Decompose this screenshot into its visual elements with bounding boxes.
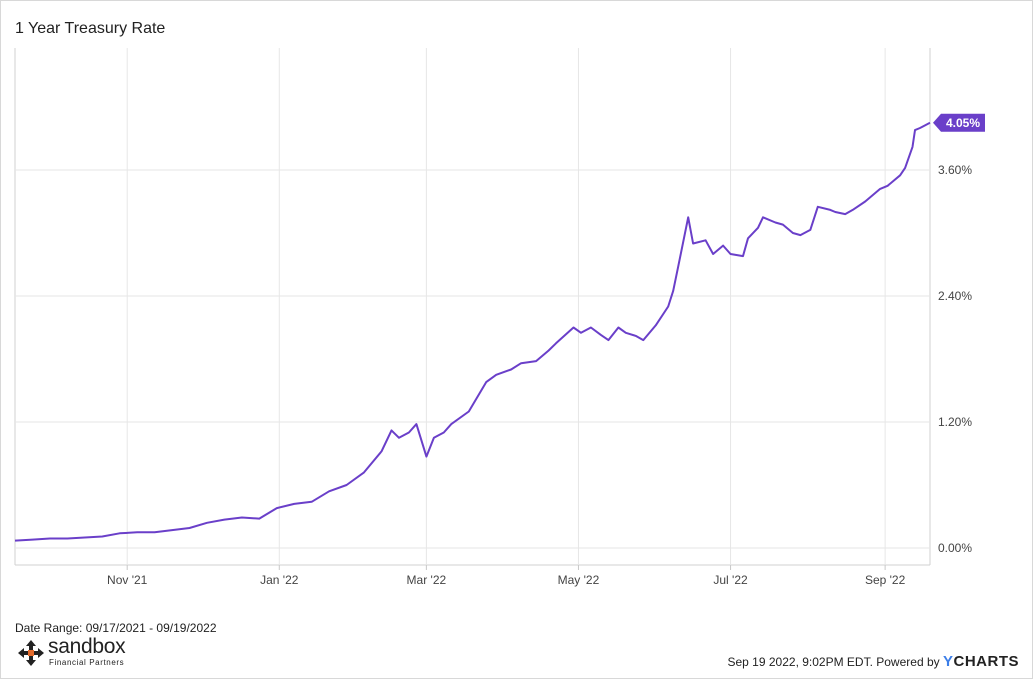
chart-title: 1 Year Treasury Rate bbox=[15, 20, 166, 37]
date-range: Date Range: 09/17/2021 - 09/19/2022 bbox=[15, 621, 217, 635]
series-line bbox=[14, 121, 931, 542]
y-tick-label: 3.60% bbox=[938, 163, 972, 177]
y-tick-label: 1.20% bbox=[938, 415, 972, 429]
x-tick-label: Jul '22 bbox=[713, 573, 748, 587]
ycharts-logo[interactable]: YCHARTS bbox=[942, 653, 1019, 670]
y-axis: 0.00% 1.20% 2.40% 3.60% bbox=[938, 163, 972, 555]
logo-wordmark: sandbox bbox=[48, 635, 126, 658]
grid bbox=[14, 48, 931, 570]
last-value-callout: 4.05% bbox=[933, 113, 985, 132]
footer: Sep 19 2022, 9:02PM EDT. Powered by YCHA… bbox=[728, 653, 1020, 670]
x-tick-label: Sep '22 bbox=[865, 573, 906, 587]
x-tick-label: Nov '21 bbox=[107, 573, 148, 587]
logo-subtitle: Financial Partners bbox=[49, 658, 125, 667]
callout-badge bbox=[933, 113, 985, 132]
sandbox-logo: sandbox Financial Partners bbox=[18, 635, 148, 670]
sandbox-arrows-icon bbox=[18, 640, 44, 666]
x-tick-label: May '22 bbox=[558, 573, 600, 587]
y-tick-label: 0.00% bbox=[938, 541, 972, 555]
callout-label: 4.05% bbox=[946, 116, 980, 130]
x-tick-label: Jan '22 bbox=[260, 573, 299, 587]
x-tick-label: Mar '22 bbox=[407, 573, 447, 587]
x-axis: Nov '21 Jan '22 Mar '22 May '22 Jul '22 Sep '… bbox=[107, 573, 906, 587]
footer-text: Sep 19 2022, 9:02PM EDT. Powered by bbox=[727, 655, 940, 669]
y-tick-label: 2.40% bbox=[938, 289, 972, 303]
